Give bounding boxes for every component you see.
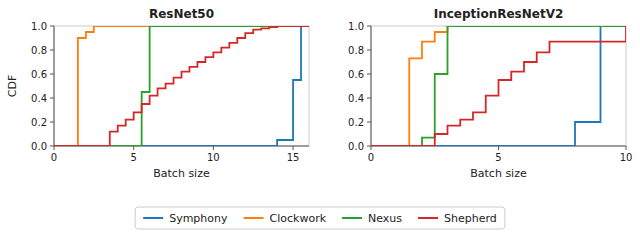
step-line: [54, 26, 309, 146]
y-tick: [50, 122, 54, 123]
x-tick: [54, 146, 55, 150]
y-tick: [50, 74, 54, 75]
x-tick: [371, 146, 372, 150]
step-line: [54, 26, 309, 146]
legend-swatch: [342, 217, 362, 219]
x-tick-label: 10: [620, 152, 633, 163]
legend-swatch: [244, 217, 264, 219]
x-label: Batch size: [153, 167, 210, 180]
y-tick-label: 0.8: [31, 45, 47, 56]
legend-label: Clockwork: [270, 212, 327, 225]
legend-label: Shepherd: [444, 212, 497, 225]
step-line: [371, 26, 626, 146]
y-tick: [367, 122, 371, 123]
step-line: [54, 26, 309, 146]
plot-frame: [54, 26, 309, 146]
y-tick-label: 0.4: [31, 93, 47, 104]
legend-item: Shepherd: [418, 212, 497, 225]
x-tick-label: 5: [131, 152, 137, 163]
y-tick: [367, 26, 371, 27]
y-tick-label: 0.6: [31, 69, 47, 80]
y-tick: [367, 98, 371, 99]
y-label: CDF: [6, 75, 19, 97]
step-line: [371, 26, 626, 146]
legend-item: Clockwork: [244, 212, 327, 225]
y-tick-label: 0.2: [31, 117, 47, 128]
y-tick: [50, 146, 54, 147]
x-tick-label: 15: [287, 152, 300, 163]
y-tick-label: 0.0: [348, 141, 364, 152]
legend: Symphony Clockwork Nexus Shepherd: [135, 207, 505, 229]
y-tick: [367, 146, 371, 147]
step-line: [371, 26, 626, 146]
y-tick-label: 0.6: [348, 69, 364, 80]
legend-swatch: [143, 217, 163, 219]
legend-box: [135, 207, 505, 229]
x-tick-label: 0: [51, 152, 57, 163]
x-tick-label: 10: [207, 152, 220, 163]
y-tick: [367, 74, 371, 75]
y-tick: [50, 26, 54, 27]
title: ResNet50: [149, 7, 214, 21]
x-label: Batch size: [470, 167, 527, 180]
x-tick: [626, 146, 627, 150]
y-tick: [50, 98, 54, 99]
legend-item: Symphony: [143, 212, 228, 225]
x-tick: [293, 146, 294, 150]
legend-label: Symphony: [169, 212, 228, 225]
series-group: [371, 26, 626, 146]
panel: 0.0 0.2 0.4 0.6 0.8 1.0 0 5 10 15 ResNet50 Batch si…: [6, 7, 309, 180]
y-axis-line: [371, 26, 372, 146]
y-tick-label: 0.8: [348, 45, 364, 56]
x-tick: [133, 146, 134, 150]
x-tick-label: 5: [495, 152, 501, 163]
y-tick: [50, 50, 54, 51]
y-axis-line: [54, 26, 55, 146]
series-group: [54, 26, 309, 146]
step-line: [54, 26, 309, 146]
y-tick-label: 0.4: [348, 93, 364, 104]
step-line: [371, 26, 626, 146]
legend-swatch: [418, 217, 438, 219]
y-tick-label: 1.0: [31, 21, 47, 32]
y-tick-label: 0.2: [348, 117, 364, 128]
legend-label: Nexus: [368, 212, 402, 225]
legend-item: Nexus: [342, 212, 402, 225]
y-tick-label: 1.0: [348, 21, 364, 32]
chart-root: 0.0 0.2 0.4 0.6 0.8 1.0 0 5 10 15 ResNet50 Batch si…: [0, 0, 640, 248]
title: InceptionResNetV2: [434, 7, 564, 21]
plot-frame: [371, 26, 626, 146]
y-tick: [367, 50, 371, 51]
panel: 0.0 0.2 0.4 0.6 0.8 1.0 0 5 10 InceptionResNetV2 B…: [348, 7, 632, 180]
x-tick: [498, 146, 499, 150]
y-tick-label: 0.0: [31, 141, 47, 152]
x-tick-label: 0: [368, 152, 374, 163]
x-tick: [213, 146, 214, 150]
